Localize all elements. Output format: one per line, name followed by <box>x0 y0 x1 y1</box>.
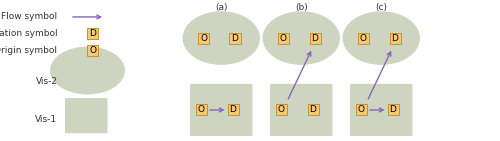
FancyBboxPatch shape <box>358 33 369 44</box>
Text: Destination symbol: Destination symbol <box>0 29 58 38</box>
Text: O: O <box>358 105 365 114</box>
Ellipse shape <box>342 11 420 65</box>
Text: D: D <box>89 29 96 38</box>
Text: Vis-1: Vis-1 <box>36 115 58 124</box>
FancyBboxPatch shape <box>356 104 367 115</box>
Text: D: D <box>312 34 318 43</box>
Text: Flow symbol: Flow symbol <box>2 12 58 21</box>
Text: D: D <box>392 34 398 43</box>
Ellipse shape <box>182 11 260 65</box>
FancyBboxPatch shape <box>228 104 238 115</box>
Ellipse shape <box>262 11 340 65</box>
FancyBboxPatch shape <box>278 33 289 44</box>
FancyBboxPatch shape <box>65 98 108 133</box>
Text: D: D <box>230 105 236 114</box>
FancyBboxPatch shape <box>87 45 98 56</box>
Text: D: D <box>390 105 396 114</box>
FancyBboxPatch shape <box>276 104 287 115</box>
Text: D: D <box>310 105 316 114</box>
Text: (c): (c) <box>375 3 387 12</box>
FancyBboxPatch shape <box>198 33 209 44</box>
FancyBboxPatch shape <box>270 84 332 136</box>
Ellipse shape <box>50 47 125 94</box>
Text: O: O <box>278 105 285 114</box>
FancyBboxPatch shape <box>230 33 240 44</box>
Text: O: O <box>89 46 96 55</box>
Text: Vis-2: Vis-2 <box>36 77 58 86</box>
FancyBboxPatch shape <box>350 84 412 136</box>
FancyBboxPatch shape <box>190 84 252 136</box>
Text: O: O <box>198 105 205 114</box>
FancyBboxPatch shape <box>308 104 318 115</box>
FancyBboxPatch shape <box>310 33 320 44</box>
Text: D: D <box>232 34 238 43</box>
Text: O: O <box>360 34 367 43</box>
Text: (a): (a) <box>215 3 228 12</box>
FancyBboxPatch shape <box>388 104 398 115</box>
FancyBboxPatch shape <box>87 28 98 39</box>
Text: O: O <box>280 34 287 43</box>
Text: (b): (b) <box>295 3 308 12</box>
FancyBboxPatch shape <box>196 104 207 115</box>
Text: O: O <box>200 34 207 43</box>
FancyBboxPatch shape <box>390 33 400 44</box>
Text: Origin symbol: Origin symbol <box>0 46 58 55</box>
